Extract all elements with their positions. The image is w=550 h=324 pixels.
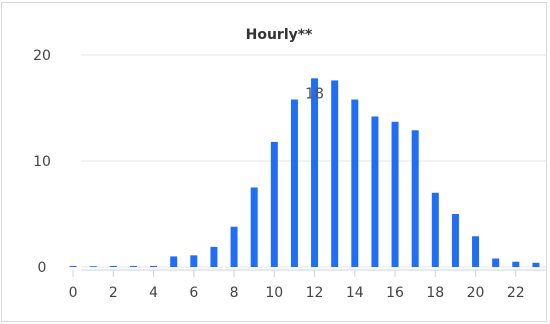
bar-hour-17[interactable]: [411, 130, 419, 267]
x-tick-label: 4: [149, 285, 158, 301]
bar-hour-2[interactable]: [109, 265, 117, 267]
x-tick-label: 10: [265, 285, 283, 301]
hourly-bar-chart: 0 10 20 0 2 4 6 8 10 12 14 16 18 20 22 18 Hourly**: [33, 27, 546, 301]
bar-hour-10[interactable]: [270, 141, 278, 267]
bar-hour-14[interactable]: [351, 99, 359, 268]
x-tick-label: 12: [306, 285, 324, 301]
bar-hour-22[interactable]: [512, 261, 520, 267]
bar-hour-0[interactable]: [69, 265, 77, 267]
bar-hour-16[interactable]: [391, 121, 399, 267]
bar-hour-6[interactable]: [190, 255, 198, 267]
x-tick-label: 2: [109, 285, 118, 301]
bar-hour-18[interactable]: [431, 192, 439, 267]
bar-hour-5[interactable]: [170, 256, 178, 267]
bar-hour-11[interactable]: [290, 99, 298, 268]
y-tick-label: 10: [33, 154, 51, 170]
x-tick-label: 0: [69, 285, 78, 301]
bar-hour-19[interactable]: [451, 214, 459, 267]
x-tick-label: 8: [230, 285, 239, 301]
axes: 0 10 20 0 2 4 6 8 10 12 14 16 18 20 22 18: [33, 48, 546, 301]
bar-hour-13[interactable]: [331, 80, 339, 267]
bar-hour-4[interactable]: [150, 265, 158, 267]
bar-hour-15[interactable]: [371, 116, 379, 267]
chart-title: Hourly**: [246, 27, 313, 43]
bar-hour-1[interactable]: [89, 266, 97, 267]
bar-hour-7[interactable]: [210, 246, 218, 267]
bar-hour-9[interactable]: [250, 187, 258, 268]
bar-hour-12[interactable]: [311, 78, 319, 267]
x-tick-label: 14: [346, 285, 364, 301]
y-tick-label: 20: [33, 48, 51, 64]
x-tick-label: 20: [467, 285, 485, 301]
data-label: 18: [305, 84, 324, 102]
bars: [69, 78, 540, 268]
bar-hour-3[interactable]: [129, 265, 137, 267]
x-tick-label: 18: [426, 285, 444, 301]
bar-hour-21[interactable]: [492, 258, 500, 267]
x-tick-label: 22: [507, 285, 525, 301]
y-tick-label: 0: [38, 260, 47, 276]
bar-hour-20[interactable]: [472, 236, 480, 267]
bar-hour-8[interactable]: [230, 226, 238, 267]
x-tick-label: 16: [386, 285, 404, 301]
bar-hour-23[interactable]: [532, 262, 540, 267]
x-tick-label: 6: [189, 285, 198, 301]
